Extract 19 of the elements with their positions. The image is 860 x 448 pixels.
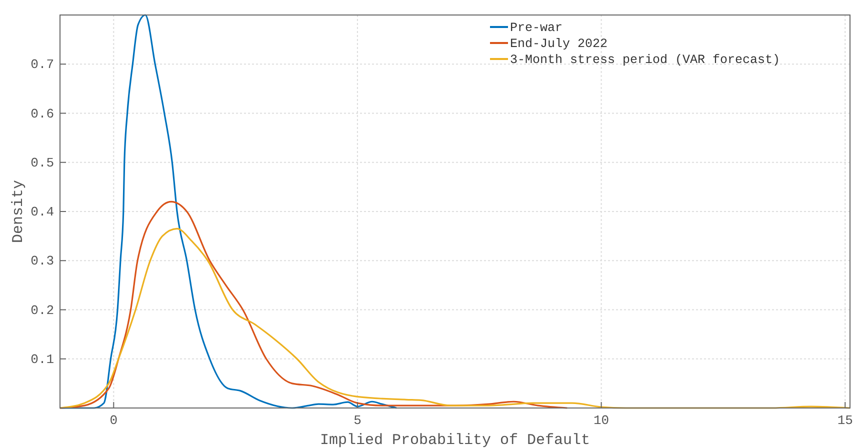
y-tick-label: 0.6	[30, 106, 54, 122]
legend-label: Pre-war	[510, 21, 563, 35]
y-axis-title: Density	[10, 180, 27, 244]
x-tick-label: 10	[593, 413, 610, 428]
line-series	[59, 14, 398, 409]
y-tick-label: 0.2	[30, 302, 54, 318]
x-tick-label: 5	[354, 413, 362, 428]
y-tick-label: 0.4	[30, 204, 54, 220]
legend-label: End-July 2022	[510, 37, 608, 51]
legend-label: 3-Month stress period (VAR forecast)	[510, 53, 780, 67]
line-series	[59, 228, 851, 409]
line-series	[59, 200, 568, 409]
x-axis-title: Implied Probability of Default	[320, 432, 590, 448]
y-tick-label: 0.5	[30, 155, 54, 170]
x-tick-label: 0	[110, 413, 118, 428]
x-tick-label: 15	[837, 413, 853, 428]
y-tick-label: 0.1	[30, 352, 54, 367]
y-tick-label: 0.7	[30, 57, 54, 72]
y-tick-label: 0.3	[30, 254, 54, 269]
